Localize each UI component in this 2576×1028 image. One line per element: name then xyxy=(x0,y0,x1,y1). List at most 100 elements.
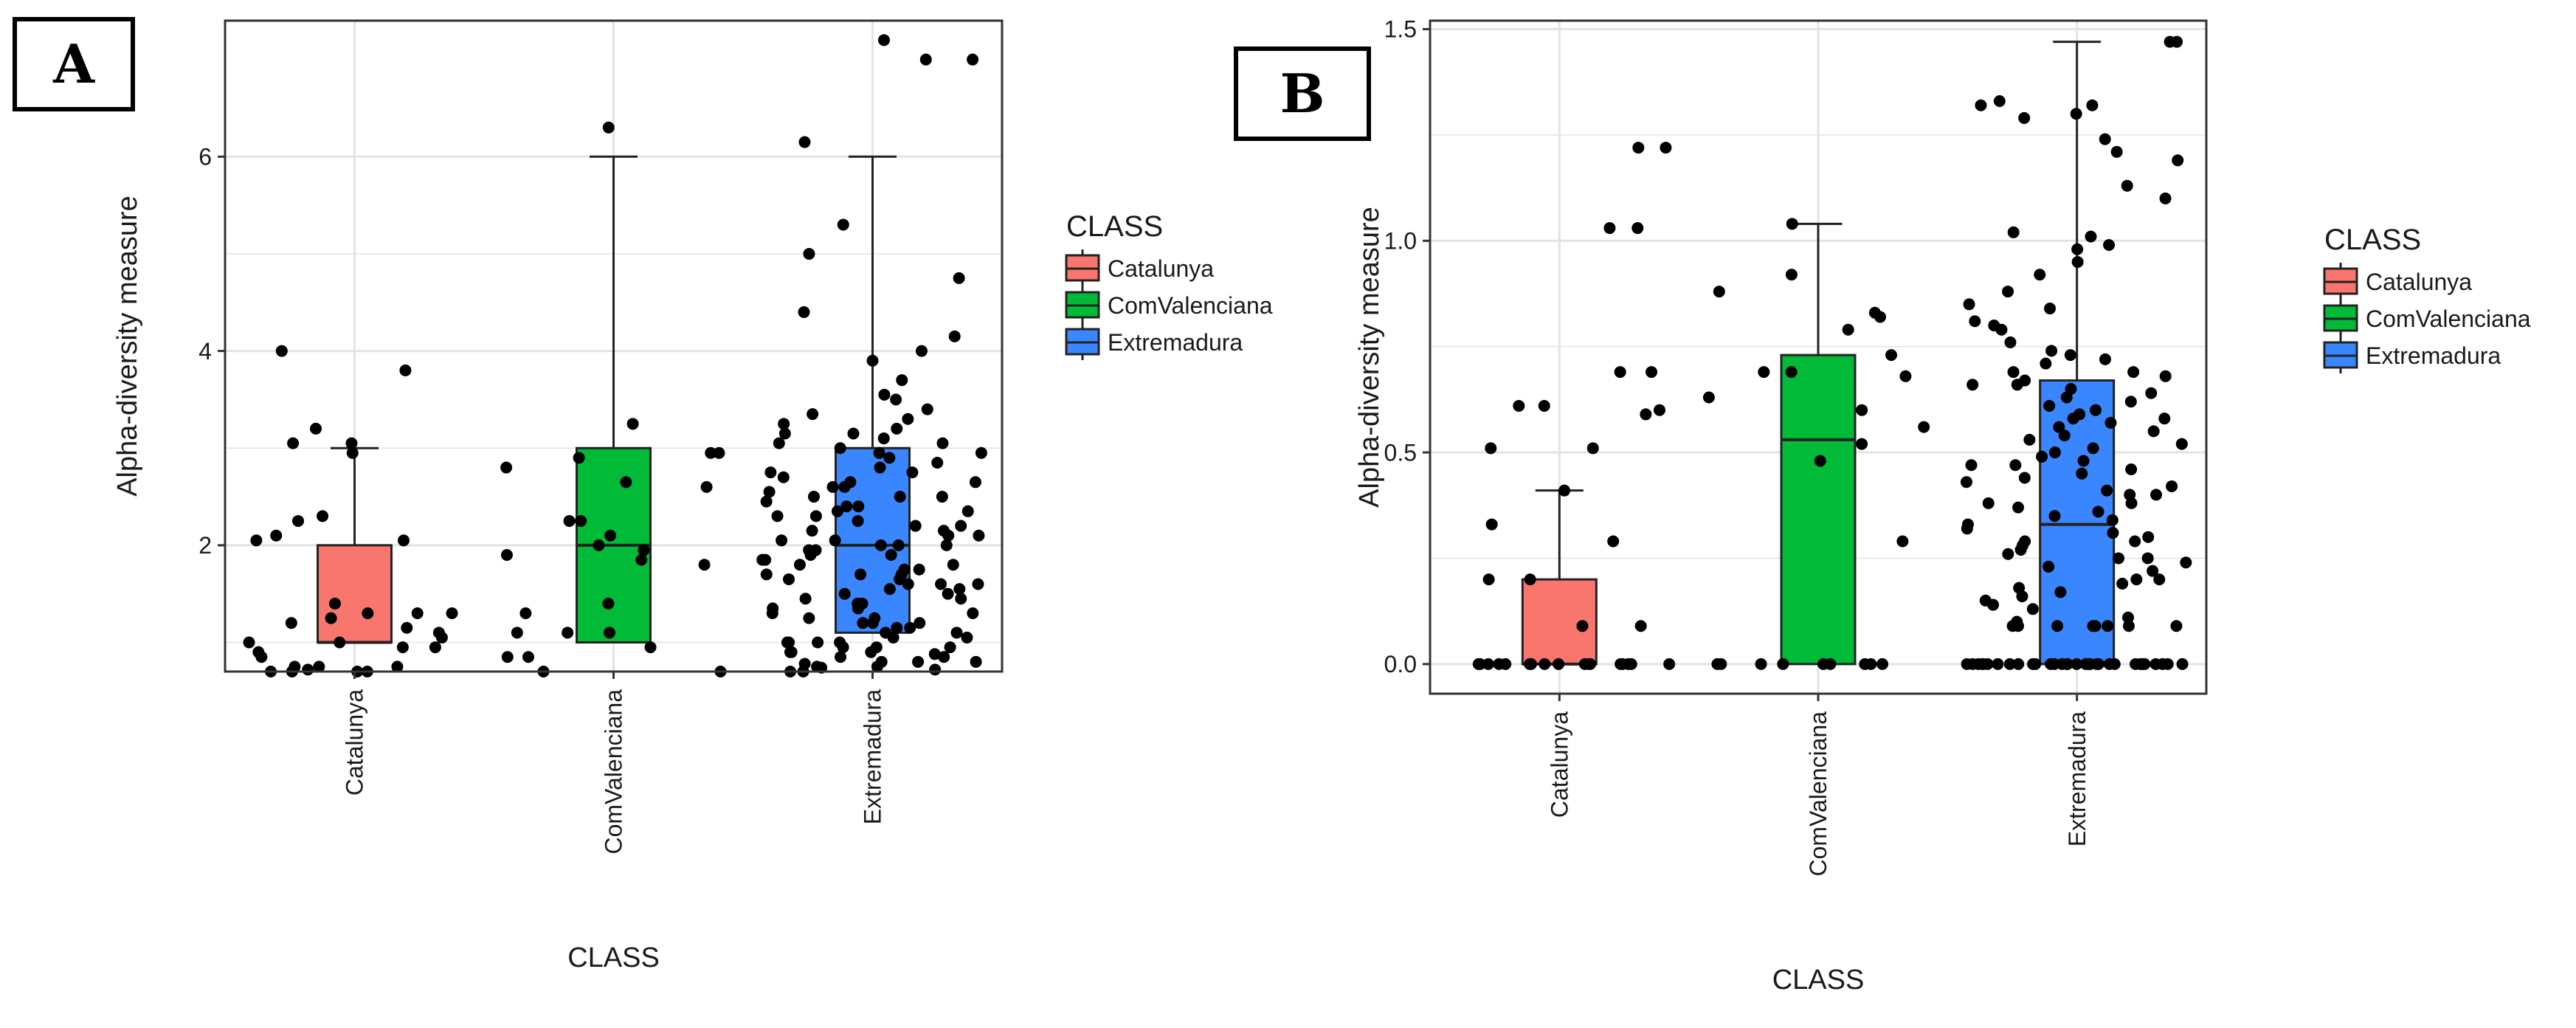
data-point xyxy=(915,345,928,357)
data-point xyxy=(2003,658,2016,670)
data-point xyxy=(2018,111,2031,124)
data-point xyxy=(2018,472,2031,484)
data-point xyxy=(870,641,883,654)
data-point xyxy=(2002,286,2014,298)
data-point xyxy=(2051,620,2064,632)
data-point xyxy=(328,597,341,610)
data-point xyxy=(2092,506,2104,518)
legend-label: Catalunya xyxy=(2366,269,2472,295)
data-point xyxy=(2125,497,2138,509)
data-point xyxy=(2054,586,2067,598)
data-point xyxy=(975,446,987,459)
data-point xyxy=(1777,658,1789,670)
data-point xyxy=(1899,370,1912,382)
x-tick-label: Extremadura xyxy=(2064,711,2090,846)
data-point xyxy=(2071,243,2084,255)
data-point xyxy=(807,408,819,421)
data-point xyxy=(626,418,639,430)
data-point xyxy=(1474,658,1486,670)
data-point xyxy=(760,495,773,508)
panel-label-a: A xyxy=(13,17,135,111)
data-point xyxy=(891,422,903,435)
data-point xyxy=(2009,459,2022,472)
data-point xyxy=(809,510,822,522)
y-tick-label: 4 xyxy=(198,338,212,365)
data-point xyxy=(1963,298,1975,311)
data-point xyxy=(928,648,941,660)
data-point xyxy=(763,486,776,498)
points-catalunya xyxy=(243,345,458,677)
data-point xyxy=(446,607,458,620)
data-point xyxy=(638,544,650,556)
data-point xyxy=(878,388,891,401)
data-point xyxy=(883,452,896,464)
data-point xyxy=(2145,387,2158,399)
legend-key-comvalenciana xyxy=(1065,286,1100,323)
data-point xyxy=(894,491,906,503)
data-point xyxy=(1814,455,1826,467)
data-point xyxy=(603,627,615,639)
data-point xyxy=(2150,489,2163,501)
data-point xyxy=(2110,145,2123,158)
x-axis-title: CLASS xyxy=(567,942,660,973)
data-point xyxy=(1961,658,1973,670)
data-point xyxy=(2092,658,2104,670)
data-point xyxy=(948,330,961,342)
box-comvalenciana xyxy=(576,155,652,644)
box-comvalenciana xyxy=(1780,222,1857,666)
data-point xyxy=(1524,658,1536,670)
data-point xyxy=(2082,658,2095,670)
data-point xyxy=(785,646,798,658)
data-point xyxy=(1981,658,1994,670)
data-point xyxy=(644,641,657,654)
panel-b: B 0.0 0.5 1.0 1.5 Catalunya ComValenciana Extre… xyxy=(1234,16,2531,996)
data-point xyxy=(783,573,795,585)
data-point xyxy=(313,660,325,673)
legend-label: Extremadura xyxy=(2366,342,2501,369)
data-point xyxy=(2060,391,2073,404)
data-point xyxy=(1632,142,1645,154)
data-point xyxy=(835,651,847,663)
data-point xyxy=(346,446,359,459)
data-point xyxy=(2176,658,2189,670)
data-point xyxy=(2071,255,2084,268)
data-point xyxy=(1485,442,1497,455)
legend-label: Extremadura xyxy=(1108,329,1243,356)
points-comvalenciana xyxy=(500,121,727,677)
panel-label-box xyxy=(1234,46,1371,141)
data-point xyxy=(760,568,773,581)
data-point xyxy=(942,529,955,542)
data-point xyxy=(2004,336,2017,348)
data-point xyxy=(2045,345,2058,357)
box-body xyxy=(317,544,393,644)
data-point xyxy=(1513,399,1525,412)
data-point xyxy=(2053,421,2065,433)
data-point xyxy=(2043,560,2055,573)
data-point xyxy=(2141,552,2154,565)
data-point xyxy=(885,549,897,562)
data-point xyxy=(602,597,615,610)
data-point xyxy=(829,534,841,547)
data-point xyxy=(620,476,632,489)
data-point xyxy=(942,587,954,600)
data-point xyxy=(854,568,867,581)
box-body xyxy=(1780,353,1857,666)
data-point xyxy=(970,655,982,668)
data-point xyxy=(2089,404,2102,416)
data-point xyxy=(953,272,965,284)
data-point xyxy=(799,593,812,605)
data-point xyxy=(944,641,956,654)
data-point xyxy=(1972,658,1985,670)
data-point xyxy=(1646,366,1658,379)
data-point xyxy=(1578,658,1591,670)
data-point xyxy=(1785,269,1798,281)
data-point xyxy=(890,393,902,406)
data-point xyxy=(2048,510,2061,522)
data-point xyxy=(834,636,846,649)
x-tick-label: Catalunya xyxy=(342,689,368,796)
data-point xyxy=(972,578,984,590)
x-axis-title: CLASS xyxy=(1772,965,1865,996)
data-point xyxy=(793,559,806,571)
data-point xyxy=(866,354,879,367)
data-point xyxy=(883,583,896,596)
